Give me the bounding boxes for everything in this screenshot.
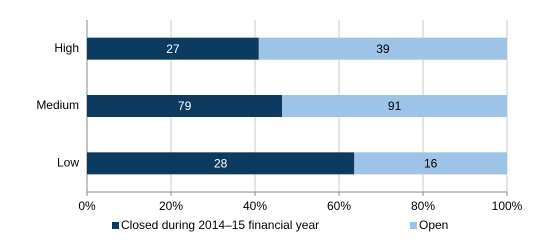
- bar-segment: [258, 37, 507, 60]
- legend-swatch: [112, 222, 119, 229]
- legend-label: Closed during 2014–15 financial year: [121, 218, 319, 232]
- bar-segment: [282, 95, 507, 117]
- x-tick-label: 40%: [243, 199, 267, 213]
- x-tick-label: 80%: [411, 199, 435, 213]
- x-tick-label: 0%: [78, 199, 96, 213]
- x-tick-label: 60%: [327, 199, 351, 213]
- bar-segment: [87, 37, 259, 60]
- data-label: 79: [178, 99, 192, 113]
- y-tick-label: Medium: [36, 98, 79, 112]
- bar-segment: [87, 95, 283, 117]
- data-label: 16: [424, 157, 438, 171]
- legend-label: Open: [419, 218, 448, 232]
- y-tick-label: Low: [57, 156, 79, 170]
- data-label: 28: [214, 157, 228, 171]
- bar-segment: [354, 152, 507, 175]
- x-tick-label: 20%: [159, 199, 183, 213]
- bar-segment: [87, 152, 355, 175]
- data-label: 27: [166, 42, 180, 56]
- x-tick-label: 100%: [492, 199, 523, 213]
- data-label: 39: [376, 42, 390, 56]
- data-label: 91: [388, 99, 402, 113]
- legend-swatch: [410, 222, 417, 229]
- y-tick-label: High: [54, 41, 79, 55]
